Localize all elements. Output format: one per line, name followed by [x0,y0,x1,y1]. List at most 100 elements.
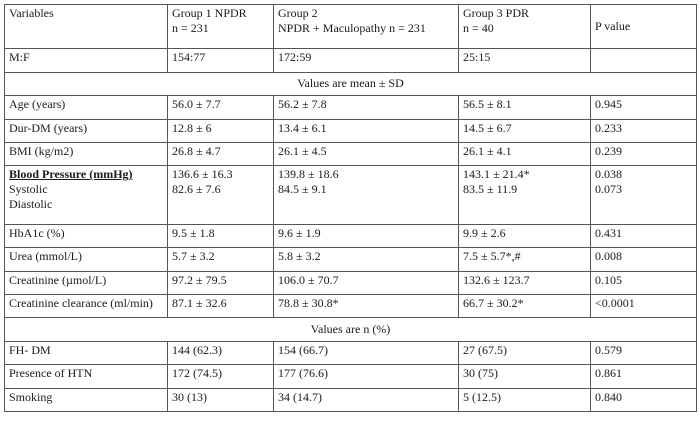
bp-g3-systolic: 143.1 ± 21.4* [463,167,530,182]
cell-group-3: 30 (75) [458,364,591,389]
bp-g1-diastolic: 82.6 ± 7.6 [172,182,221,197]
row-label: M:F [4,48,168,73]
cell-group-3: 26.1 ± 4.1 [458,141,591,167]
header-group-2-name: Group 2 [278,6,318,20]
bp-title: Blood Pressure (mmHg) [9,167,133,182]
cell-p-value: 0.945 [590,95,697,120]
section-title-mean: Values are mean ± SD [4,71,697,97]
header-group-3-name: Group 3 PDR [463,6,530,20]
cell-p-value: <0.0001 [590,294,697,319]
cell-group-1: 154:77 [167,48,274,73]
cell-group-2: 5.8 ± 3.2 [273,247,459,272]
cell-group-1: 172 (74.5) [167,364,274,389]
cell-group-1: 144 (62.3) [167,340,274,366]
cell-group-2: 26.1 ± 4.5 [273,141,459,167]
cell-group-3: 14.5 ± 6.7 [458,118,591,143]
table-row: Urea (mmol/L) 5.7 ± 3.2 5.8 ± 3.2 7.5 ± … [4,247,697,272]
results-table: Variables Group 1 NPDR n = 231 Group 2 N… [4,3,697,413]
cell-group-1: 30 (13) [167,387,274,413]
table-row: FH- DM 144 (62.3) 154 (66.7) 27 (67.5) 0… [4,340,697,366]
header-group-2-n: NPDR + Maculopathy n = 231 [278,21,426,35]
cell-group-3: 143.1 ± 21.4* 83.5 ± 11.9 [458,165,591,226]
table-row-blood-pressure: Blood Pressure (mmHg) Systolic Diastolic… [4,165,697,226]
cell-group-1: 87.1 ± 32.6 [167,294,274,319]
cell-p-value: 0.840 [590,387,697,413]
row-label: Smoking [4,387,168,413]
cell-group-1: 5.7 ± 3.2 [167,247,274,272]
table-row: Dur-DM (years) 12.8 ± 6 13.4 ± 6.1 14.5 … [4,118,697,143]
header-p-value: P value [590,3,697,50]
table-row: Creatinine (µmol/L) 97.2 ± 79.5 106.0 ± … [4,270,697,296]
header-group-1-name: Group 1 NPDR [172,6,247,20]
row-label: Creatinine (µmol/L) [4,270,168,296]
header-group-1: Group 1 NPDR n = 231 [167,3,274,50]
cell-p-value: 0.579 [590,340,697,366]
cell-group-2: 13.4 ± 6.1 [273,118,459,143]
row-label: HbA1c (%) [4,224,168,249]
table-row: Presence of HTN 172 (74.5) 177 (76.6) 30… [4,364,697,389]
row-label: Creatinine clearance (ml/min) [4,294,168,319]
cell-group-2: 177 (76.6) [273,364,459,389]
cell-group-1: 56.0 ± 7.7 [167,95,274,120]
bp-g1-systolic: 136.6 ± 16.3 [172,167,233,182]
cell-group-2: 172:59 [273,48,459,73]
cell-p-value: 0.008 [590,247,697,272]
row-label: BMI (kg/m2) [4,141,168,167]
cell-group-2: 78.8 ± 30.8* [273,294,459,319]
cell-group-2: 34 (14.7) [273,387,459,413]
cell-group-1: 97.2 ± 79.5 [167,270,274,296]
cell-group-1: 9.5 ± 1.8 [167,224,274,249]
row-label: Age (years) [4,95,168,120]
header-group-2: Group 2 NPDR + Maculopathy n = 231 [273,3,459,50]
section-title-n: Values are n (%) [4,317,697,342]
cell-group-3: 5 (12.5) [458,387,591,413]
cell-group-3: 56.5 ± 8.1 [458,95,591,120]
header-group-1-n: n = 231 [172,21,209,35]
header-variables: Variables [4,3,168,50]
table-row-sex: M:F 154:77 172:59 25:15 [4,48,697,73]
bp-g2-diastolic: 84.5 ± 9.1 [278,182,327,197]
header-group-3: Group 3 PDR n = 40 [458,3,591,50]
table-row: Smoking 30 (13) 34 (14.7) 5 (12.5) 0.840 [4,387,697,413]
section-header-mean: Values are mean ± SD [4,71,697,97]
bp-label-cell: Blood Pressure (mmHg) Systolic Diastolic [4,165,168,226]
row-label: Urea (mmol/L) [4,247,168,272]
table-row: Age (years) 56.0 ± 7.7 56.2 ± 7.8 56.5 ±… [4,95,697,120]
cell-group-3: 25:15 [458,48,591,73]
bp-g2-systolic: 139.8 ± 18.6 [278,167,339,182]
cell-group-1: 136.6 ± 16.3 82.6 ± 7.6 [167,165,274,226]
cell-group-3: 132.6 ± 123.7 [458,270,591,296]
row-label: FH- DM [4,340,168,366]
cell-p-value: 0.239 [590,141,697,167]
cell-group-2: 139.8 ± 18.6 84.5 ± 9.1 [273,165,459,226]
cell-group-3: 27 (67.5) [458,340,591,366]
cell-group-1: 12.8 ± 6 [167,118,274,143]
row-label: Presence of HTN [4,364,168,389]
row-label: Dur-DM (years) [4,118,168,143]
cell-group-3: 9.9 ± 2.6 [458,224,591,249]
cell-group-2: 9.6 ± 1.9 [273,224,459,249]
cell-group-2: 106.0 ± 70.7 [273,270,459,296]
cell-group-1: 26.8 ± 4.7 [167,141,274,167]
cell-group-3: 7.5 ± 5.7*,# [458,247,591,272]
bp-systolic-label: Systolic [9,182,48,197]
header-row: Variables Group 1 NPDR n = 231 Group 2 N… [4,3,697,50]
cell-group-2: 56.2 ± 7.8 [273,95,459,120]
bp-p-diastolic: 0.073 [595,182,622,197]
bp-g3-diastolic: 83.5 ± 11.9 [463,182,518,197]
cell-p-value [590,48,697,73]
table-row: HbA1c (%) 9.5 ± 1.8 9.6 ± 1.9 9.9 ± 2.6 … [4,224,697,249]
cell-p-value: 0.105 [590,270,697,296]
cell-group-3: 66.7 ± 30.2* [458,294,591,319]
cell-p-value: 0.233 [590,118,697,143]
cell-p-value: 0.431 [590,224,697,249]
section-header-n: Values are n (%) [4,317,697,342]
bp-p-systolic: 0.038 [595,167,622,182]
table-row: BMI (kg/m2) 26.8 ± 4.7 26.1 ± 4.5 26.1 ±… [4,141,697,167]
cell-p-value: 0.861 [590,364,697,389]
cell-group-2: 154 (66.7) [273,340,459,366]
bp-diastolic-label: Diastolic [9,197,53,212]
header-group-3-n: n = 40 [463,21,494,35]
table-row: Creatinine clearance (ml/min) 87.1 ± 32.… [4,294,697,319]
cell-p-value: 0.038 0.073 [590,165,697,226]
